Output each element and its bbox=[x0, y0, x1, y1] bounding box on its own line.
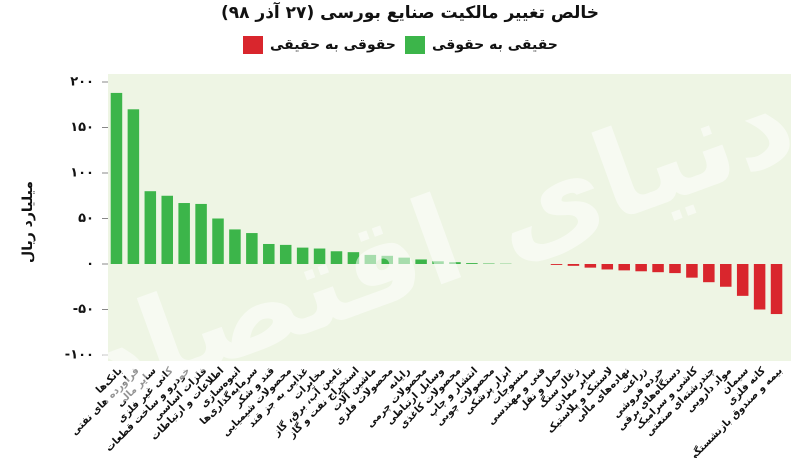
bar bbox=[550, 264, 563, 265]
bar bbox=[364, 254, 377, 264]
bar bbox=[584, 264, 597, 268]
bar bbox=[652, 264, 664, 273]
bar bbox=[432, 261, 444, 264]
y-axis-label: میلیارد ریال bbox=[20, 181, 36, 263]
bar bbox=[601, 264, 614, 270]
bar bbox=[686, 264, 698, 278]
bar bbox=[161, 195, 173, 264]
bar bbox=[669, 264, 681, 274]
bar bbox=[144, 191, 157, 264]
bar bbox=[110, 92, 123, 264]
y-tick-label: ۵۰ bbox=[78, 211, 94, 226]
bar bbox=[347, 252, 360, 264]
bar bbox=[229, 229, 241, 264]
bar bbox=[415, 259, 427, 264]
bar bbox=[263, 243, 275, 264]
bar bbox=[381, 255, 394, 264]
legend-label: حقوقی به حقیقی bbox=[270, 37, 396, 53]
legend-swatch bbox=[243, 36, 263, 54]
bar bbox=[296, 247, 309, 264]
bar bbox=[635, 264, 647, 272]
bar bbox=[398, 257, 410, 264]
y-tick-label: ۲۰۰ bbox=[70, 75, 94, 90]
y-tick-label: ۰ bbox=[86, 257, 94, 272]
bar bbox=[466, 263, 478, 264]
bar bbox=[736, 264, 749, 296]
legend-swatch bbox=[405, 36, 425, 54]
bar bbox=[449, 262, 461, 264]
bar bbox=[703, 264, 715, 283]
y-tick-label: ۱۵۰ bbox=[70, 120, 94, 135]
bar bbox=[618, 264, 630, 271]
y-tick-label: -۱۰۰ bbox=[65, 348, 94, 363]
legend-label: حقیقی به حقوقی bbox=[432, 37, 558, 53]
bar bbox=[330, 251, 343, 264]
bar bbox=[212, 218, 224, 264]
bar bbox=[178, 203, 190, 264]
bar bbox=[279, 244, 292, 264]
bar bbox=[195, 203, 207, 264]
bar bbox=[313, 248, 326, 264]
y-tick-label: ۱۰۰ bbox=[70, 166, 94, 181]
bar bbox=[246, 233, 258, 264]
plot-area bbox=[108, 74, 791, 361]
bar bbox=[753, 264, 766, 310]
bar bbox=[567, 264, 580, 266]
bar bbox=[127, 109, 140, 264]
bar bbox=[720, 264, 732, 287]
chart-title: خالص تغییر مالکیت صنایع بورسی (۲۷ آذر ۹۸… bbox=[221, 1, 599, 23]
bar bbox=[770, 264, 783, 315]
y-tick-label: -۵۰ bbox=[73, 302, 94, 317]
